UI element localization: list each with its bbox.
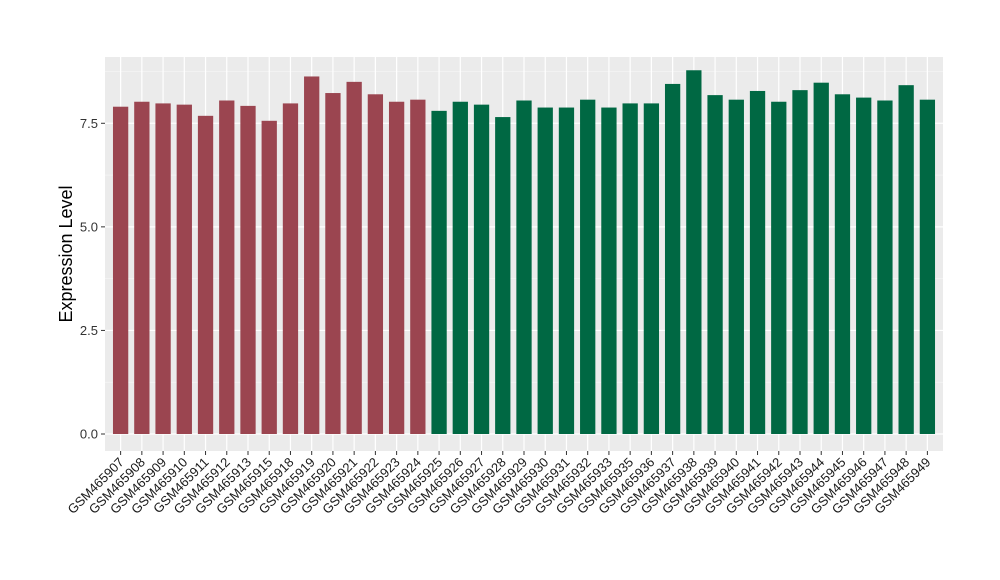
y-tick-label: 5.0 bbox=[80, 219, 98, 234]
y-tick-label: 0.0 bbox=[80, 427, 98, 442]
bar-GSM465927 bbox=[473, 104, 490, 435]
bar-GSM465918 bbox=[282, 103, 299, 435]
bar-GSM465924 bbox=[410, 99, 426, 435]
bar-GSM465920 bbox=[325, 93, 341, 435]
y-axis-title: Expression Level bbox=[56, 185, 76, 322]
bar-GSM465913 bbox=[240, 105, 256, 434]
bar-GSM465909 bbox=[155, 103, 171, 435]
bar-GSM465936 bbox=[643, 103, 660, 435]
bar-GSM465948 bbox=[898, 85, 914, 435]
bar-GSM465946 bbox=[856, 97, 872, 434]
bar-GSM465929 bbox=[516, 100, 532, 434]
bar-GSM465925 bbox=[431, 110, 447, 434]
bar-GSM465921 bbox=[346, 81, 362, 434]
bar-GSM465922 bbox=[367, 94, 384, 435]
bar-GSM465931 bbox=[558, 107, 575, 435]
bar-GSM465907 bbox=[112, 106, 129, 434]
y-axis: 0.0 2.5 5.0 7.5 bbox=[80, 116, 105, 442]
bar-GSM465932 bbox=[580, 99, 596, 435]
bar-GSM465947 bbox=[877, 100, 893, 434]
bar-GSM465928 bbox=[495, 117, 511, 435]
bar-GSM465945 bbox=[834, 94, 851, 435]
bar-GSM465930 bbox=[537, 107, 553, 435]
bar-GSM465923 bbox=[388, 101, 405, 434]
bar-GSM465910 bbox=[176, 104, 192, 435]
bars-layer bbox=[112, 70, 936, 435]
bar-GSM465943 bbox=[792, 90, 808, 435]
bar-GSM465911 bbox=[197, 115, 214, 434]
bar-GSM465944 bbox=[813, 82, 829, 434]
y-tick-label: 2.5 bbox=[80, 323, 98, 338]
bar-GSM465919 bbox=[304, 76, 320, 434]
bar-GSM465938 bbox=[686, 70, 702, 434]
bar-GSM465926 bbox=[452, 101, 468, 434]
bar-GSM465940 bbox=[728, 99, 744, 435]
bar-GSM465908 bbox=[134, 101, 150, 434]
bar-GSM465915 bbox=[261, 120, 277, 435]
bar-GSM465935 bbox=[622, 103, 638, 435]
bar-GSM465937 bbox=[664, 83, 681, 434]
bar-GSM465912 bbox=[219, 100, 235, 434]
bar-GSM465949 bbox=[919, 99, 936, 435]
bar-GSM465941 bbox=[749, 90, 766, 434]
x-axis: GSM465907GSM465908GSM465909GSM465910GSM4… bbox=[65, 451, 934, 517]
bar-GSM465942 bbox=[771, 101, 787, 434]
y-tick-label: 7.5 bbox=[80, 116, 98, 131]
bar-GSM465933 bbox=[601, 107, 617, 435]
bar-GSM465939 bbox=[707, 95, 723, 434]
